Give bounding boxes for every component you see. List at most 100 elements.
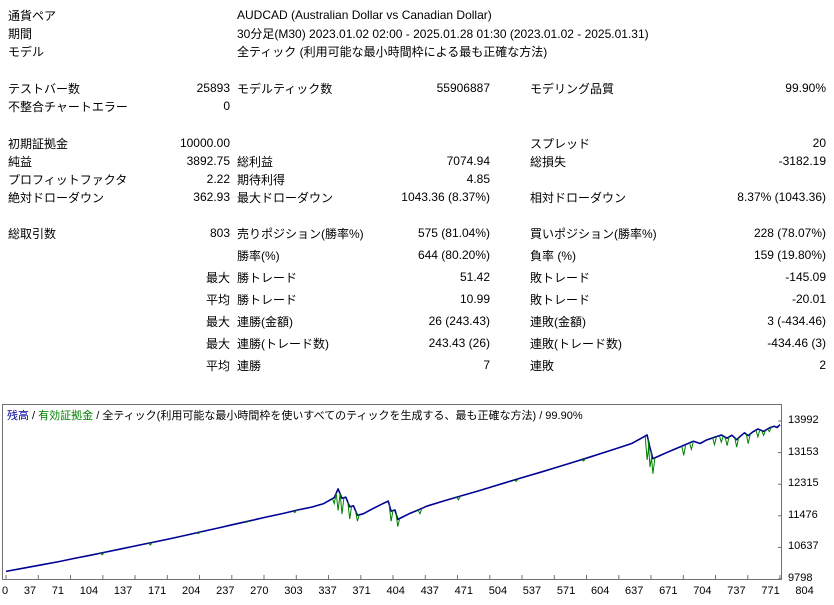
row-spacer — [0, 115, 834, 134]
x-axis-tick-label: 571 — [556, 585, 576, 597]
row-label: テストバー数 — [8, 81, 81, 96]
x-axis-tick-label: 471 — [454, 585, 473, 597]
equity-curve-svg — [5, 420, 782, 579]
x-axis-tick-label: 504 — [488, 585, 508, 597]
x-axis-tick-label: 37 — [23, 585, 37, 597]
row-label: 純益 — [8, 154, 33, 169]
report-row: 勝率(%) 644 (80.20%) 負率 (%) 159 (19.80%) — [0, 244, 834, 266]
row-spacer — [0, 206, 834, 222]
report-row: 平均 連勝 7 連敗 2 — [0, 354, 834, 376]
row-label-3: 敗トレード — [530, 270, 591, 285]
report-row: プロフィットファクタ 2.22 期待利得 4.85 — [0, 170, 834, 188]
chart-x-axis-labels: 0 37 71 104 137 171 204 237 270 303 337 371 404 437 47… — [2, 585, 814, 597]
legend-part: 有効証拠金 — [38, 410, 94, 422]
row-value-3: -3182.19 — [778, 154, 826, 168]
row-value-3: 3 (-434.46) — [767, 314, 826, 328]
row-label: 初期証拠金 — [8, 136, 69, 151]
x-axis-tick-label: 737 — [727, 585, 746, 597]
row-value-wide: 30分足(M30) 2023.01.02 02:00 - 2025.01.28 … — [237, 26, 649, 41]
report-row: 最大 勝トレード 51.42 敗トレード -145.09 — [0, 266, 834, 288]
row-value-3: 159 (19.80%) — [753, 248, 826, 262]
row-value-1: 362.93 — [193, 190, 230, 204]
y-axis-tick-label: 13992 — [788, 414, 819, 426]
x-axis-tick-label: 704 — [693, 585, 712, 597]
x-axis-tick-label: 671 — [659, 585, 678, 597]
x-axis-tick-label: 137 — [113, 585, 133, 597]
row-value-2: 26 (243.43) — [428, 314, 490, 328]
row-label-3: スプレッド — [530, 136, 591, 151]
row-label-2: 売りポジション(勝率%) — [237, 226, 364, 241]
row-value-3: -145.09 — [785, 270, 826, 284]
x-axis-tick-label: 804 — [795, 585, 814, 597]
x-axis-tick-label: 204 — [182, 585, 201, 597]
row-value-2: 243.43 (26) — [428, 336, 490, 350]
row-value-3: -434.46 (3) — [767, 336, 826, 350]
y-axis-tick-label: 9798 — [788, 572, 813, 584]
row-spacer — [0, 60, 834, 79]
row-value-2: 51.42 — [459, 270, 490, 284]
x-axis-tick-label: 104 — [79, 585, 99, 597]
row-label-3: 連敗(トレード数) — [530, 336, 622, 351]
chart-y-axis-labels: 13992 13153 12315 11476 10637 9798 — [788, 404, 834, 584]
row-label: 総取引数 — [8, 226, 57, 241]
report-row: 初期証拠金 10000.00 スプレッド 20 — [0, 134, 834, 152]
x-axis-tick-label: 171 — [147, 585, 167, 597]
row-label-3: モデリング品質 — [530, 81, 615, 96]
report-row: 最大 連勝(金額) 26 (243.43) 連敗(金額) 3 (-434.46) — [0, 310, 834, 332]
report-row: 通貨ペア AUDCAD (Australian Dollar vs Canadia… — [0, 6, 834, 24]
row-value-2: 7 — [483, 358, 490, 372]
row-label-2: モデルティック数 — [237, 81, 333, 96]
row-label-2: 連勝(金額) — [237, 314, 293, 329]
y-axis-tick-label: 11476 — [788, 508, 818, 521]
row-value-1: 0 — [223, 99, 230, 113]
x-axis-tick-label: 404 — [386, 585, 405, 597]
balance-chart: 残高 / 有効証拠金 / 全ティック(利用可能な最小時間枠を使いすべてのティック… — [0, 404, 834, 604]
row-value-2: 644 (80.20%) — [417, 248, 490, 262]
row-label-3: 連敗 — [530, 358, 555, 373]
x-axis-tick-label: 0 — [2, 585, 9, 597]
row-value-2: 55906887 — [436, 81, 490, 95]
x-axis-tick-label: 437 — [420, 585, 439, 597]
row-value-2: 10.99 — [459, 292, 490, 306]
row-label: モデル — [8, 44, 45, 59]
x-axis-tick-label: 303 — [284, 585, 303, 597]
row-value-3: 2 — [819, 358, 826, 372]
row-value-1: 平均 — [205, 358, 230, 373]
row-label: 絶対ドローダウン — [8, 190, 105, 205]
report-table: 通貨ペア AUDCAD (Australian Dollar vs Canadia… — [0, 6, 834, 376]
report-row: 不整合チャートエラー 0 — [0, 97, 834, 115]
report-row: 絶対ドローダウン 362.93 最大ドローダウン 1043.36 (8.37%) 相対ド… — [0, 188, 834, 206]
report-row: 最大 連勝(トレード数) 243.43 (26) 連敗(トレード数) -434.46 (… — [0, 332, 834, 354]
row-label-2: 最大ドローダウン — [237, 190, 334, 205]
row-value-1: 25893 — [196, 81, 230, 95]
row-value-2: 4.85 — [466, 172, 490, 186]
report-row: 総取引数 803 売りポジション(勝率%) 575 (81.04%) 買いポジション(勝… — [0, 222, 834, 244]
legend-part: 残高 — [7, 410, 29, 422]
row-value-3: 228 (78.07%) — [753, 226, 826, 240]
x-axis-tick-label: 537 — [522, 585, 542, 597]
row-value-1: 最大 — [205, 336, 230, 351]
x-axis-tick-label: 237 — [216, 585, 235, 597]
row-value-2: 7074.94 — [446, 154, 490, 168]
report-row: モデル 全ティック (利用可能な最小時間枠による最も正確な方法) — [0, 42, 834, 60]
row-value-1: 2.22 — [206, 172, 230, 186]
row-label-3: 相対ドローダウン — [530, 190, 627, 205]
row-value-1: 最大 — [205, 270, 230, 285]
row-label-2: 連勝(トレード数) — [237, 336, 329, 351]
report-row: 期間 30分足(M30) 2023.01.02 02:00 - 2025.01.2… — [0, 24, 834, 42]
report-row: テストバー数 25893 モデルティック数 55906887 モデリング品質 99.90% — [0, 79, 834, 97]
row-label-2: 総利益 — [237, 154, 274, 169]
y-axis-tick-label: 13153 — [788, 445, 819, 458]
row-value-1: 803 — [209, 226, 230, 240]
row-value-1: 最大 — [205, 314, 230, 329]
row-label-3: 買いポジション(勝率%) — [530, 226, 657, 241]
row-value-3: -20.01 — [791, 292, 826, 306]
y-axis-tick-label: 12315 — [788, 477, 819, 490]
row-label-2: 勝率(%) — [237, 248, 280, 263]
row-label: 通貨ペア — [8, 8, 57, 23]
chart-plot-area: 残高 / 有効証拠金 / 全ティック(利用可能な最小時間枠を使いすべてのティック… — [2, 404, 782, 580]
legend-part: / — [29, 410, 39, 422]
row-value-1: 3892.75 — [186, 154, 230, 168]
x-axis-tick-label: 771 — [761, 585, 780, 597]
